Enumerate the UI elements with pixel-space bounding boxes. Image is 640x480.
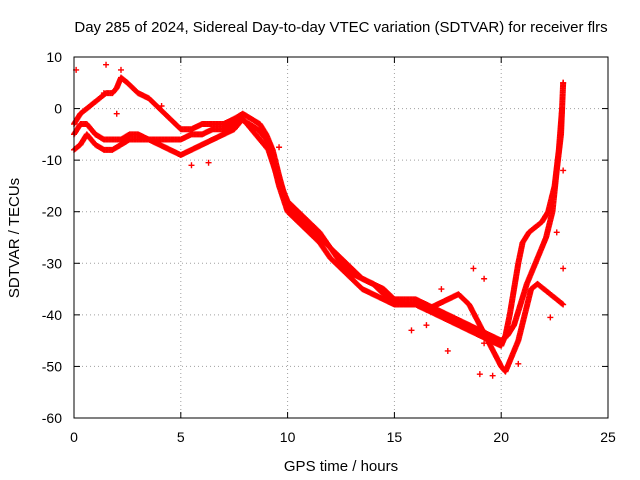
data-point-scatter bbox=[560, 167, 567, 174]
y-tick-label: 10 bbox=[46, 49, 62, 65]
data-point-scatter bbox=[158, 102, 165, 109]
data-point-lower bbox=[559, 300, 566, 307]
y-tick-label: -60 bbox=[42, 410, 62, 426]
data-point-scatter bbox=[438, 286, 445, 293]
data-point-scatter bbox=[117, 66, 124, 73]
data-point-lower bbox=[560, 301, 567, 308]
data-point-scatter bbox=[188, 162, 195, 169]
data-point-scatter bbox=[103, 61, 110, 68]
x-tick-label: 5 bbox=[177, 429, 185, 445]
y-tick-label: -20 bbox=[42, 204, 62, 220]
data-point-scatter bbox=[553, 229, 560, 236]
y-axis-label: SDTVAR / TECUs bbox=[6, 178, 23, 298]
data-point-scatter bbox=[276, 144, 283, 151]
x-tick-label: 10 bbox=[280, 429, 296, 445]
data-point-scatter bbox=[113, 110, 120, 117]
x-tick-label: 20 bbox=[493, 429, 509, 445]
plot-frame bbox=[73, 56, 609, 419]
data-point-scatter bbox=[231, 115, 238, 122]
x-axis-label: GPS time / hours bbox=[284, 458, 398, 475]
chart-title: Day 285 of 2024, Sidereal Day-to-day VTE… bbox=[74, 19, 607, 36]
data-point-scatter bbox=[515, 360, 522, 367]
y-tick-label: -50 bbox=[42, 358, 62, 374]
y-tick-label: 0 bbox=[54, 101, 62, 117]
data-point-scatter bbox=[560, 265, 567, 272]
tick-layer: 0 5 10 15 20 25 -60 -50 -40 -30 -20 -10 0 10 bbox=[42, 49, 616, 445]
data-point-scatter bbox=[500, 366, 507, 373]
data-point-scatter bbox=[560, 79, 567, 86]
x-tick-label: 15 bbox=[387, 429, 403, 445]
data-point-scatter bbox=[481, 340, 488, 347]
y-tick-label: -30 bbox=[42, 255, 62, 271]
data-point-scatter bbox=[547, 314, 554, 321]
data-point-scatter bbox=[481, 275, 488, 282]
y-tick-label: -10 bbox=[42, 152, 62, 168]
data-point-scatter bbox=[408, 327, 415, 334]
y-tick-label: -40 bbox=[42, 307, 62, 323]
x-tick-label: 25 bbox=[600, 429, 616, 445]
data-point-scatter bbox=[444, 347, 451, 354]
data-point-scatter bbox=[489, 372, 496, 379]
data-point-scatter bbox=[476, 371, 483, 378]
x-tick-label: 0 bbox=[70, 429, 78, 445]
data-layer bbox=[71, 61, 567, 379]
data-point-scatter bbox=[423, 322, 430, 329]
data-point-scatter bbox=[205, 159, 212, 166]
data-point-scatter bbox=[100, 90, 107, 97]
data-point-scatter bbox=[470, 265, 477, 272]
